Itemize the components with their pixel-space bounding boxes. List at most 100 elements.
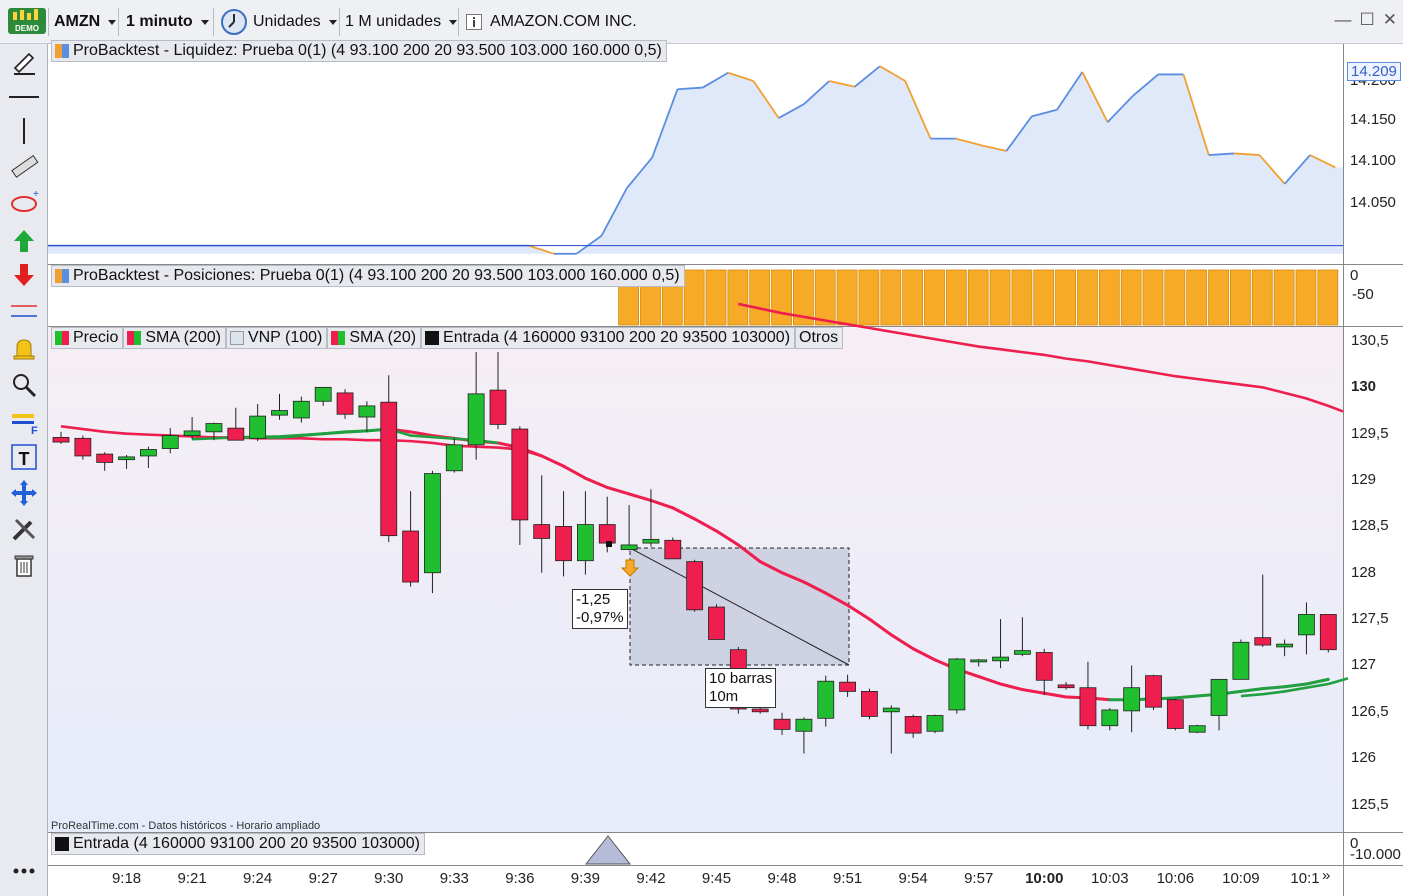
chart-area[interactable] [48, 44, 1403, 896]
liquidity-segment [626, 156, 653, 189]
candle [205, 422, 223, 441]
position-bar [771, 269, 792, 326]
units-selector[interactable]: Unidades [216, 8, 341, 36]
candle [74, 435, 92, 460]
price-legend-item[interactable]: VNP (100) [225, 327, 328, 349]
candle-body [140, 449, 157, 457]
price-legend-item[interactable]: Otros [795, 327, 844, 349]
candle-body [664, 539, 682, 560]
price-legend-label: Otros [799, 329, 839, 346]
interval-selector[interactable]: 1 minuto [122, 8, 213, 36]
bell-icon[interactable] [9, 334, 39, 364]
candle-body [817, 680, 835, 719]
candle [555, 491, 572, 577]
entry-legend[interactable]: Entrada (4 160000 93100 200 20 93500 103… [51, 833, 425, 855]
tools-icon[interactable] [9, 514, 39, 544]
sma20-segment [409, 430, 434, 438]
position-bar [727, 269, 749, 326]
ellipse-icon[interactable]: + [9, 188, 39, 218]
candle [489, 352, 507, 430]
price-tick-label: 129,5 [1351, 424, 1389, 442]
liquidity-segment [528, 244, 555, 255]
price-tick-label: 130,5 [1351, 332, 1389, 349]
arrow-down-icon[interactable] [9, 260, 39, 290]
sma20-segment [540, 454, 566, 468]
time-tick-label: 10:1 [1290, 870, 1320, 887]
candle-body [1188, 725, 1206, 733]
candles-icon [55, 331, 69, 345]
symbol-label: AMZN [54, 13, 101, 30]
price-legend-item[interactable]: Entrada (4 160000 93100 200 20 93500 103… [421, 327, 796, 349]
vertical-line-icon[interactable] [9, 116, 39, 146]
arrow-up-icon[interactable] [9, 226, 39, 256]
demo-logo-icon: DEMO [8, 8, 46, 34]
price-legend-label: SMA (20) [349, 329, 417, 346]
symbol-selector[interactable]: AMZN [50, 8, 120, 36]
candle-body [642, 538, 660, 544]
instrument-info[interactable]: AMAZON.COM INC. [462, 8, 641, 36]
minimize-icon[interactable]: — [1334, 10, 1352, 29]
time-tick-label: 9:18 [111, 870, 142, 887]
candle [1079, 661, 1097, 730]
liquidity-panel-bg [48, 44, 1343, 264]
candle-body [1232, 641, 1250, 680]
position-bar [1120, 269, 1142, 326]
position-bar [1033, 269, 1055, 326]
position-bar [858, 269, 880, 326]
price-legend-item[interactable]: SMA (200) [123, 327, 226, 349]
candle-body [467, 393, 485, 446]
sma20-segment [671, 506, 697, 521]
liquidity-segment [854, 65, 881, 88]
liquidity-segment [1234, 152, 1260, 156]
entry-title: Entrada (4 160000 93100 200 20 93500 103… [73, 835, 420, 852]
time-tick-label: 9:36 [505, 870, 535, 887]
time-axis-bg [48, 865, 1403, 896]
units-label: Unidades [253, 13, 321, 30]
price-axis-bg [1343, 44, 1403, 865]
pencil-icon[interactable] [9, 46, 39, 76]
position-bar [1098, 269, 1120, 326]
candle-body [1166, 699, 1184, 729]
price-legend-item[interactable]: Precio [51, 327, 124, 349]
candle [904, 714, 922, 738]
entry-swatch-icon [55, 837, 69, 851]
price-legend-item[interactable]: SMA (20) [327, 327, 422, 349]
candle [292, 396, 310, 423]
maximize-icon[interactable]: ☐ [1359, 10, 1375, 29]
liquidity-segment [651, 88, 679, 158]
trash-icon[interactable] [9, 550, 39, 580]
ruler-icon[interactable] [9, 152, 39, 182]
liquidity-legend[interactable]: ProBacktest - Liquidez: Prueba 0(1) (4 9… [51, 40, 667, 62]
move-icon[interactable] [9, 478, 39, 508]
position-bar [967, 269, 989, 326]
candle-body [118, 456, 135, 461]
close-icon[interactable]: ✕ [1382, 10, 1397, 29]
liquidity-segment [1309, 154, 1336, 169]
liquidity-tick-label: 14.150 [1350, 111, 1396, 128]
price-tick-label: 127 [1351, 656, 1377, 674]
price-tick-label: 126 [1351, 749, 1377, 767]
candle [926, 714, 944, 734]
text-icon[interactable]: T [9, 442, 39, 472]
formula-icon[interactable]: F [9, 406, 39, 436]
candle [1014, 617, 1031, 657]
sma20-segment [1042, 691, 1068, 699]
sma20-segment [867, 617, 893, 637]
zoom-icon[interactable] [9, 370, 39, 400]
toolbar-separator [118, 8, 119, 36]
candle-body [992, 656, 1009, 662]
scroll-right-icon[interactable]: » [1322, 867, 1331, 884]
candle-body [402, 530, 420, 583]
sma20-segment [1239, 687, 1265, 693]
liquidity-segment [677, 86, 703, 91]
positions-legend[interactable]: ProBacktest - Posiciones: Prueba 0(1) (4… [51, 265, 685, 287]
candle [1101, 708, 1119, 731]
horizontal-line-icon[interactable] [9, 82, 39, 112]
fibonacci-icon[interactable] [9, 296, 39, 326]
candle-body [751, 708, 769, 713]
units-amount-selector[interactable]: 1 M unidades [341, 8, 461, 36]
candle-body [445, 444, 463, 472]
more-options-icon[interactable] [9, 856, 39, 886]
candle [948, 658, 966, 714]
price-legend-label: Precio [73, 329, 119, 346]
